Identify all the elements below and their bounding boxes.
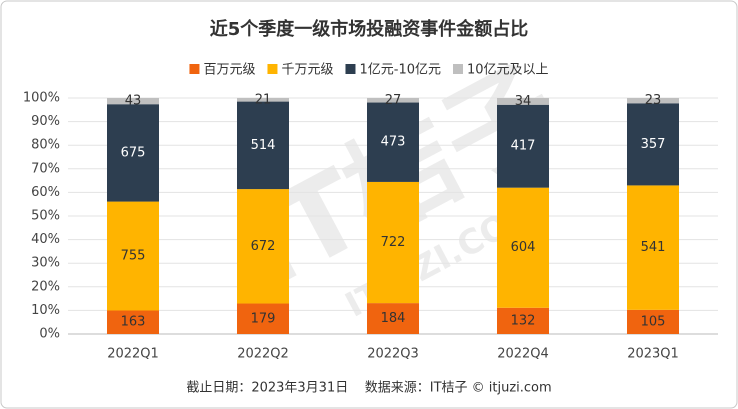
bar-segment <box>497 187 549 308</box>
y-tick-label: 60% <box>31 185 60 200</box>
x-tick-label: 2022Q2 <box>237 347 289 362</box>
legend-swatch <box>345 64 356 74</box>
data-label: 23 <box>645 93 662 108</box>
bar-segment <box>627 185 679 310</box>
data-label: 34 <box>515 94 532 109</box>
bar-segment <box>497 98 549 105</box>
y-tick-label: 100% <box>23 91 60 106</box>
data-label: 473 <box>381 135 406 150</box>
bar-segment <box>627 103 679 186</box>
x-tick-label: 2022Q3 <box>367 347 419 362</box>
chart-title: 近5个季度一级市场投融资事件金额占比 <box>210 18 529 40</box>
legend-label: 1亿元-10亿元 <box>359 63 441 78</box>
bar-segment <box>497 307 549 334</box>
y-tick-label: 70% <box>31 161 60 176</box>
data-label: 163 <box>121 315 146 330</box>
bar-segment <box>107 201 159 311</box>
legend: 百万元级 千万元级 1亿元-10亿元 10亿元及以上 <box>189 63 549 78</box>
data-label: 105 <box>641 314 666 329</box>
data-label: 179 <box>251 311 276 326</box>
y-tick-label: 50% <box>31 209 60 224</box>
bar-segment <box>367 303 419 334</box>
x-tick-label: 2023Q1 <box>627 347 679 362</box>
bar-segment <box>367 98 419 103</box>
x-tick-label: 2022Q1 <box>107 347 159 362</box>
data-label: 672 <box>251 239 276 254</box>
bar-segment <box>107 104 159 202</box>
y-tick-label: 40% <box>31 232 60 247</box>
y-tick-label: 10% <box>31 303 60 318</box>
data-label: 722 <box>381 235 406 250</box>
legend-swatch <box>189 64 200 74</box>
data-label: 514 <box>251 138 276 153</box>
bar-segment <box>367 181 419 304</box>
data-label: 184 <box>381 311 406 326</box>
bar-segment <box>627 98 679 104</box>
legend-label: 10亿元及以上 <box>467 63 549 78</box>
data-label: 604 <box>511 240 536 255</box>
bar-segment <box>237 101 289 190</box>
data-label: 675 <box>121 145 146 160</box>
data-label: 132 <box>511 313 536 328</box>
data-label: 417 <box>511 139 536 154</box>
legend-swatch <box>267 64 278 74</box>
data-label: 755 <box>121 249 146 264</box>
y-tick-label: 30% <box>31 256 60 271</box>
bar-segment <box>107 98 159 105</box>
data-label: 27 <box>385 93 402 108</box>
bar-segment <box>107 310 159 334</box>
y-tick-label: 80% <box>31 138 60 153</box>
data-label: 21 <box>255 92 272 107</box>
legend-label: 千万元级 <box>281 63 333 78</box>
y-tick-label: 20% <box>31 279 60 294</box>
bar-segment <box>237 303 289 334</box>
data-label: 357 <box>641 137 666 152</box>
bar-segment <box>627 309 679 334</box>
data-label: 541 <box>641 240 666 255</box>
legend-label: 百万元级 <box>203 63 255 78</box>
bar-segment <box>497 104 549 188</box>
y-tick-label: 0% <box>39 327 60 342</box>
footer: 截止日期：2023年3月31日 数据来源：IT桔子 © itjuzi.com <box>186 381 551 396</box>
bar-segment <box>237 189 289 304</box>
legend-swatch <box>453 64 463 74</box>
x-tick-label: 2022Q4 <box>497 347 549 362</box>
bar-segment <box>367 102 419 182</box>
y-tick-label: 90% <box>31 114 60 129</box>
data-label: 43 <box>125 94 142 109</box>
bar-segment <box>237 98 289 102</box>
